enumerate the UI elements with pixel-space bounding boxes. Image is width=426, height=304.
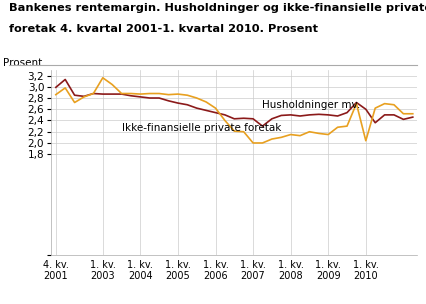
Text: Bankenes rentemargin. Husholdninger og ikke-finansielle private: Bankenes rentemargin. Husholdninger og i…	[9, 3, 426, 13]
Text: Husholdninger mv.: Husholdninger mv.	[262, 100, 361, 110]
Text: Ikke-finansielle private foretak: Ikke-finansielle private foretak	[121, 123, 281, 133]
Text: Prosent: Prosent	[3, 58, 43, 68]
Text: foretak 4. kvartal 2001-1. kvartal 2010. Prosent: foretak 4. kvartal 2001-1. kvartal 2010.…	[9, 24, 317, 34]
